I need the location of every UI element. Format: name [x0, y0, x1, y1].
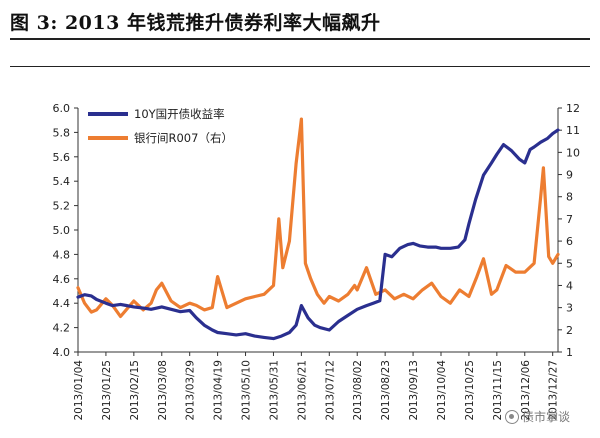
y-right-tick-label: 5 — [566, 257, 573, 270]
x-tick-label: 2013/12/27 — [548, 360, 560, 421]
y-left-tick-label: 5.2 — [53, 200, 71, 213]
x-tick-label: 2013/04/19 — [213, 360, 225, 421]
y-right-tick-label: 3 — [566, 302, 573, 315]
x-tick-label: 2013/02/15 — [129, 360, 141, 421]
series-line-r007 — [76, 117, 560, 319]
x-tick-label: 2013/08/23 — [380, 360, 392, 421]
y-left-tick-label: 5.6 — [53, 151, 71, 164]
y-right-tick-label: 9 — [566, 169, 573, 182]
x-tick-label: 2013/03/08 — [157, 360, 169, 421]
x-tick-label: 2013/10/25 — [464, 360, 476, 421]
x-tick-label: 2013/01/25 — [101, 360, 113, 421]
y-left-tick-label: 5.4 — [53, 175, 71, 188]
x-tick-label: 2013/11/15 — [492, 360, 504, 421]
y-left-tick-label: 4.4 — [53, 297, 71, 310]
x-tick-label: 2013/12/06 — [520, 360, 532, 421]
watermark: 债市掌谈 — [505, 408, 570, 425]
page-title: 图 3: 2013 年钱荒推升债券利率大幅飙升 — [10, 12, 381, 34]
y-left-tick-label: 4.0 — [53, 346, 71, 359]
y-left-tick-label: 5.8 — [53, 126, 71, 139]
title-top-rule — [10, 38, 590, 40]
y-left-tick-label: 4.8 — [53, 248, 71, 261]
y-right-tick-label: 1 — [566, 346, 573, 359]
y-right-tick-label: 11 — [566, 124, 580, 137]
y-left-tick-label: 4.2 — [53, 322, 71, 335]
legend-label: 10Y国开债收益率 — [134, 107, 225, 121]
x-tick-label: 2013/09/13 — [408, 360, 420, 421]
x-tick-label: 2013/05/31 — [268, 360, 280, 421]
wechat-icon — [505, 409, 519, 424]
x-tick-label: 2013/01/04 — [73, 360, 85, 421]
y-right-tick-label: 6 — [566, 235, 573, 248]
y-right-tick-label: 10 — [566, 146, 580, 159]
y-right-tick-label: 12 — [566, 102, 580, 115]
y-right-tick-label: 7 — [566, 213, 573, 226]
x-tick-label: 2013/05/10 — [241, 360, 253, 421]
y-left-tick-label: 4.6 — [53, 273, 71, 286]
y-right-tick-label: 8 — [566, 191, 573, 204]
x-tick-label: 2013/08/02 — [352, 360, 364, 421]
y-right-tick-label: 4 — [566, 279, 573, 292]
y-left-tick-label: 6.0 — [53, 102, 71, 115]
x-tick-label: 2013/10/04 — [436, 360, 448, 421]
legend-label: 银行间R007（右） — [134, 131, 233, 145]
x-tick-label: 2013/06/21 — [296, 360, 308, 421]
watermark-text: 债市掌谈 — [522, 410, 571, 424]
title-bottom-rule — [10, 66, 590, 67]
y-left-tick-label: 5.0 — [53, 224, 71, 237]
y-right-tick-label: 2 — [566, 324, 573, 337]
series-line-10y-cdb — [76, 128, 560, 341]
x-tick-label: 2013/03/29 — [185, 360, 197, 421]
x-tick-label: 2013/07/12 — [324, 360, 336, 421]
